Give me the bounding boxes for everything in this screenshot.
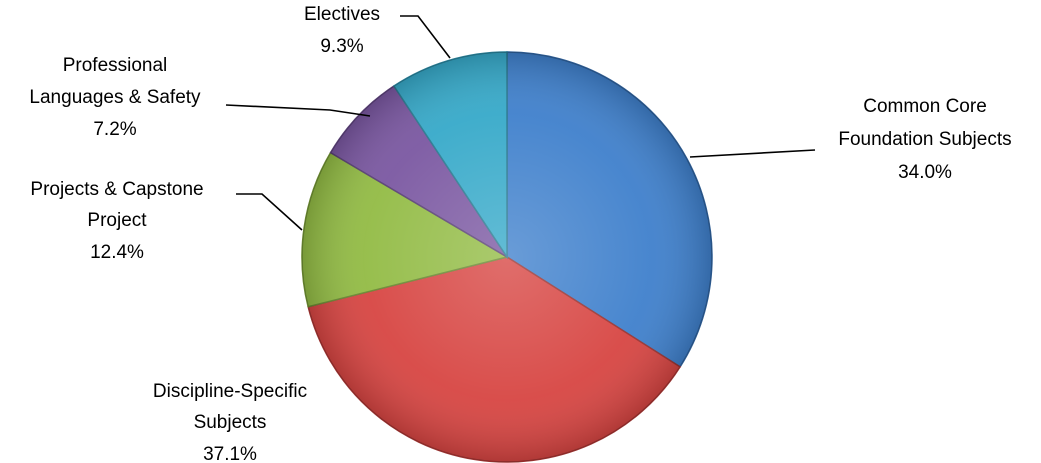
projects-capstone-label-1: Projects & Capstone: [30, 179, 203, 200]
discipline-specific-label-2: Subjects: [194, 412, 267, 433]
discipline-specific-label-1: Discipline-Specific: [153, 381, 307, 402]
common-core-percent: 34.0%: [898, 162, 952, 183]
professional-languages-label-1: Professional: [63, 55, 168, 76]
common-core-label-2: Foundation Subjects: [838, 129, 1011, 150]
slice-labels: Common Core Foundation Subjects 34.0% Disci…: [29, 4, 1011, 463]
projects-capstone-leader-line: [236, 193, 303, 231]
leader-lines: [225, 15, 816, 231]
electives-label: Electives: [304, 4, 380, 25]
projects-capstone-percent: 12.4%: [90, 242, 144, 263]
common-core-leader-line: [689, 149, 816, 158]
professional-languages-label-2: Languages & Safety: [29, 87, 201, 108]
pie-slices: [301, 51, 713, 463]
electives-leader-line: [400, 15, 451, 59]
professional-languages-leader-line: [225, 104, 371, 117]
discipline-specific-percent: 37.1%: [203, 444, 257, 463]
professional-languages-percent: 7.2%: [93, 119, 136, 140]
projects-capstone-label-2: Project: [87, 210, 147, 231]
common-core-label-1: Common Core: [863, 96, 987, 117]
electives-percent: 9.3%: [320, 36, 363, 57]
